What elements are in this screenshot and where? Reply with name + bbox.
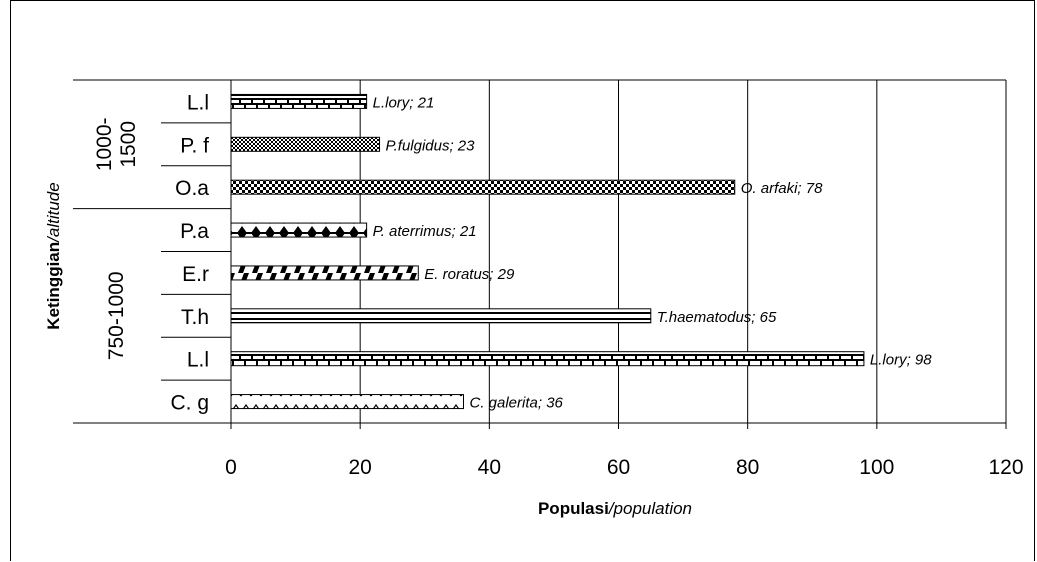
category-label: P. f xyxy=(180,134,209,157)
x-tick-label: 60 xyxy=(607,456,630,479)
bar xyxy=(230,351,865,367)
bar xyxy=(230,179,736,195)
bars xyxy=(230,93,865,410)
x-tick-label: 0 xyxy=(225,456,237,479)
data-label: P. aterrimus; 21 xyxy=(373,223,477,240)
data-label: O. arfaki; 78 xyxy=(741,180,823,197)
bar xyxy=(230,394,464,410)
bar-chart: L.lory; 21 P.fulgidus; 23 O. arfaki; 78 P. … xyxy=(44,79,1024,518)
x-tick-label: 120 xyxy=(988,456,1023,479)
x-axis-title-bold: Populasi xyxy=(538,499,609,518)
category-label: L.l xyxy=(187,349,209,372)
category-label: T.h xyxy=(181,306,209,329)
category-label: L.l xyxy=(187,91,209,114)
data-label: P.fulgidus; 23 xyxy=(386,137,476,154)
y-axis-title-bold: Ketinggian xyxy=(44,242,63,330)
data-label: L.lory; 21 xyxy=(373,94,435,111)
category-label: P.a xyxy=(180,220,209,243)
data-label: T.haematodus; 65 xyxy=(657,309,777,326)
chart-frame: L.lory; 21 P.fulgidus; 23 O. arfaki; 78 P. … xyxy=(10,0,1035,561)
bar xyxy=(230,222,368,238)
data-label: L.lory; 98 xyxy=(870,352,932,369)
group-label: 1000-1500 xyxy=(93,117,140,171)
x-axis-title: Populasi/population xyxy=(538,499,692,518)
data-label: E. roratus; 29 xyxy=(424,266,515,283)
category-label: E.r xyxy=(182,263,209,286)
bar xyxy=(230,136,381,152)
axes xyxy=(73,79,1007,429)
y-axis-title: Ketinggian/altitude xyxy=(44,182,63,329)
x-tick-label: 100 xyxy=(859,456,894,479)
x-tick-label: 40 xyxy=(478,456,501,479)
data-label: C. galerita; 36 xyxy=(470,395,564,412)
bar xyxy=(230,265,419,281)
bar xyxy=(230,308,652,324)
y-axis-title-italic: /altitude xyxy=(44,182,63,243)
x-tick-label: 80 xyxy=(736,456,759,479)
bar xyxy=(230,93,368,109)
x-axis-title-italic: /population xyxy=(608,499,692,518)
labels: L.lory; 21 P.fulgidus; 23 O. arfaki; 78 P. … xyxy=(93,91,1024,479)
group-label: 750-1000 xyxy=(105,271,128,360)
x-tick-label: 20 xyxy=(348,456,371,479)
category-label: C. g xyxy=(170,392,209,415)
grid-lines xyxy=(231,79,1007,423)
category-label: O.a xyxy=(175,177,209,200)
